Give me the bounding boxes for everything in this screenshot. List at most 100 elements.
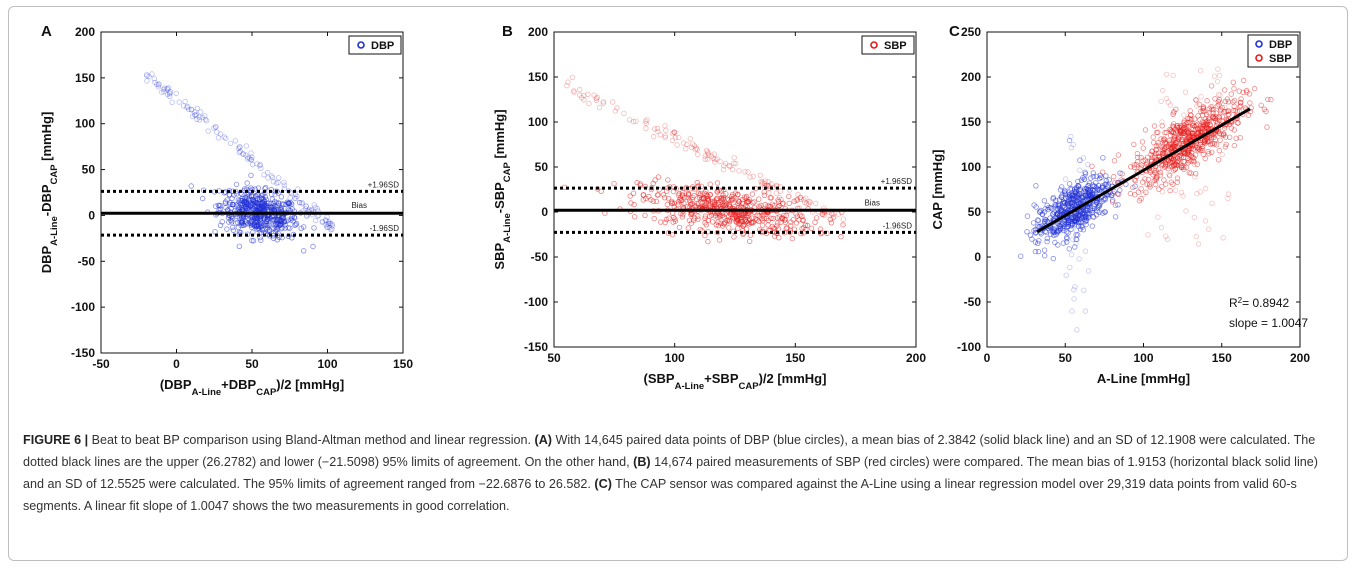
data-point: [1044, 202, 1050, 209]
data-point: [278, 194, 285, 200]
data-point: [1059, 204, 1066, 210]
data-point: [1050, 255, 1056, 262]
data-point: [261, 216, 268, 223]
data-point: [188, 107, 195, 113]
data-point: [240, 151, 246, 157]
data-point: [803, 200, 810, 207]
data-point: [1212, 96, 1218, 102]
data-point: [310, 243, 316, 250]
data-point: [742, 169, 748, 175]
data-point: [1117, 170, 1123, 176]
data-point: [1208, 149, 1215, 155]
data-point: [634, 179, 640, 186]
data-point: [1096, 175, 1103, 182]
data-point: [1084, 161, 1091, 168]
data-point: [1167, 102, 1173, 108]
y-tick-label: -50: [531, 250, 549, 264]
data-point: [1157, 169, 1164, 175]
data-point: [730, 191, 736, 198]
legend: DBP: [348, 35, 402, 55]
data-point: [1225, 111, 1231, 118]
data-point: [766, 190, 772, 196]
data-point: [839, 222, 846, 228]
data-point: [712, 156, 718, 163]
label-subscript: CAP: [256, 387, 277, 398]
data-point: [1179, 140, 1185, 147]
data-point: [1244, 89, 1250, 95]
data-point: [726, 162, 732, 169]
data-point: [144, 73, 150, 79]
data-point: [1147, 182, 1153, 188]
data-point: [1150, 134, 1156, 140]
data-point: [1132, 183, 1138, 189]
legend-label: SBP: [1269, 53, 1292, 65]
data-point: [1261, 106, 1268, 112]
label-segment: (DBP: [160, 377, 192, 392]
data-point: [1073, 185, 1080, 191]
data-point: [228, 219, 235, 225]
data-point: [1080, 215, 1086, 221]
data-point: [1159, 87, 1166, 94]
legend-marker: [1255, 54, 1263, 62]
label-subscript: CAP: [49, 164, 60, 185]
data-point: [840, 216, 846, 222]
data-point: [672, 216, 678, 222]
data-point: [1059, 194, 1065, 200]
data-point: [662, 134, 668, 141]
data-point: [1100, 155, 1106, 161]
data-point: [711, 151, 717, 157]
data-point: [691, 143, 698, 149]
data-point: [266, 222, 273, 228]
data-point: [694, 179, 700, 186]
data-point: [1066, 246, 1072, 252]
data-point: [1172, 137, 1178, 143]
data-point: [1111, 188, 1117, 195]
data-point: [705, 217, 711, 223]
data-point: [1085, 183, 1091, 189]
data-point: [705, 150, 711, 156]
data-point: [651, 215, 657, 222]
data-point: [791, 198, 797, 204]
data-point: [1049, 205, 1055, 212]
data-point: [287, 195, 293, 201]
y-tick-label: -100: [957, 340, 981, 354]
data-point: [272, 191, 278, 198]
data-point: [1051, 232, 1057, 238]
data-point: [632, 214, 638, 220]
data-point: [767, 227, 773, 234]
data-point: [312, 204, 318, 210]
data-point: [263, 196, 269, 203]
data-point: [251, 222, 258, 228]
legend-box: [348, 35, 402, 55]
data-point: [1071, 287, 1077, 293]
data-point: [1152, 181, 1159, 188]
x-tick-label: 200: [1290, 351, 1310, 365]
data-point: [730, 214, 736, 220]
data-point: [273, 224, 279, 230]
data-point: [283, 201, 289, 207]
data-point: [164, 86, 170, 92]
data-point: [1221, 125, 1228, 131]
y-axis-label: SBPA-Line-SBPCAP [mmHg]: [492, 109, 513, 269]
data-point: [1209, 141, 1215, 147]
data-point: [1066, 137, 1073, 144]
data-point: [1240, 89, 1246, 96]
data-point: [593, 95, 599, 101]
data-point: [692, 146, 698, 153]
y-tick-label: 50: [535, 160, 549, 174]
data-point: [769, 181, 775, 187]
data-point: [1062, 188, 1068, 194]
data-point: [732, 213, 739, 219]
data-point: [1197, 67, 1204, 74]
data-point: [1076, 213, 1082, 220]
data-point: [585, 91, 591, 97]
data-point: [717, 158, 723, 165]
data-point: [258, 223, 264, 229]
data-point: [670, 188, 677, 195]
data-point: [1070, 141, 1076, 148]
data-point: [702, 153, 708, 159]
data-point: [1032, 239, 1039, 245]
data-point: [188, 183, 194, 189]
data-point: [699, 195, 705, 201]
data-point: [1177, 128, 1184, 134]
